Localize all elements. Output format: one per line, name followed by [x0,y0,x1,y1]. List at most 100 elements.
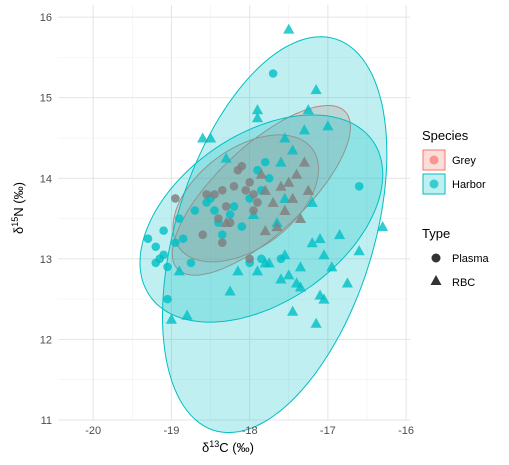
point-harbor-plasma [268,69,278,78]
point-harbor-rbc [263,257,275,268]
point-grey-rbc [271,221,283,232]
point-harbor-rbc [232,265,244,276]
point-grey-rbc [259,184,271,195]
point-harbor-rbc [275,273,287,284]
point-harbor-rbc [204,132,217,143]
point-harbor-rbc [279,132,291,143]
legend-label-plasma: Plasma [452,253,490,265]
plot-panel [58,5,410,420]
point-harbor-rbc [302,104,314,115]
point-harbor-rbc [275,156,287,167]
ellipse-harbor-3 [161,36,388,434]
point-harbor-rbc [318,249,330,260]
x-axis-title: δ13C (‰) [202,439,254,455]
legend-label-rbc: RBC [452,277,475,289]
point-grey-rbc [298,156,310,167]
y-tick-label: 12 [40,334,52,346]
legend-key-rbc-icon [430,275,442,285]
point-grey-plasma [214,214,223,223]
legend-type-title: Type [422,226,450,241]
point-grey-plasma [210,190,219,199]
point-harbor-plasma [159,250,168,260]
point-grey-rbc [290,168,303,179]
point-harbor-plasma [151,242,161,252]
point-harbor-rbc [279,249,291,260]
point-harbor-rbc [287,144,299,155]
point-grey-plasma [237,161,247,171]
point-harbor-rbc [197,132,209,143]
point-harbor-plasma [151,258,161,268]
point-harbor-plasma [178,234,188,243]
data-points [143,23,389,328]
point-harbor-rbc [306,196,318,207]
point-harbor-rbc [298,124,310,135]
point-grey-rbc [267,196,279,207]
point-harbor-rbc [283,269,295,280]
legend-key-harbor-dot [429,179,439,189]
point-harbor-rbc [251,265,264,276]
point-harbor-rbc [283,23,295,34]
point-grey-plasma [249,190,258,199]
point-harbor-plasma [354,182,364,191]
point-harbor-rbc [326,261,338,272]
point-harbor-rbc [294,261,307,272]
y-axis-title: δ15N (‰) [10,182,26,234]
point-grey-plasma [249,206,258,215]
point-harbor-plasma [171,238,180,248]
legend-type: Type Plasma RBC [422,226,490,289]
point-grey-plasma [217,238,227,248]
point-harbor-plasma [163,262,172,272]
point-harbor-plasma [174,214,184,223]
legend-key-plasma-icon [431,253,441,263]
x-tick-label: -20 [85,425,101,437]
point-grey-rbc [302,184,314,195]
point-harbor-rbc [306,237,318,248]
point-grey-rbc [287,192,299,203]
point-harbor-rbc [224,285,236,296]
point-harbor-plasma [163,294,172,304]
grid-lines [58,5,410,421]
legend-key-grey-dot [429,155,439,165]
point-grey-plasma [171,194,180,203]
legend-species: Species Grey Harbor [422,128,486,195]
point-grey-plasma [245,177,254,187]
point-harbor-plasma [143,234,153,243]
x-tick-label: -17 [320,425,336,437]
point-harbor-rbc [310,84,322,95]
point-harbor-plasma [210,206,219,215]
x-tick-label: -16 [398,425,414,437]
point-harbor-plasma [237,222,247,231]
point-grey-plasma [202,190,211,199]
point-grey-rbc [279,204,291,215]
point-harbor-rbc [314,233,326,244]
point-grey-plasma [253,198,262,207]
point-grey-rbc [220,216,232,228]
point-harbor-rbc [314,289,326,300]
tick-labels: -20 -19 -18 -17 -16 11 12 13 14 15 16 [40,12,414,437]
point-harbor-rbc [220,152,232,163]
y-tick-label: 14 [40,173,52,185]
point-harbor-plasma [264,173,274,183]
point-grey-plasma [241,186,251,195]
ellipse-harbor-2 [139,114,384,323]
point-harbor-plasma [190,206,200,215]
point-harbor-rbc [377,221,389,232]
point-harbor-plasma [229,202,239,211]
point-harbor-rbc [173,265,185,276]
point-harbor-rbc [251,104,264,115]
x-tick-label: -18 [242,425,258,437]
point-harbor-plasma [159,226,168,235]
point-harbor-rbc [341,277,354,288]
point-grey-rbc [259,225,271,236]
point-grey-plasma [221,202,231,211]
legend-label-grey: Grey [452,155,476,167]
point-grey-plasma [229,182,239,191]
y-tick-label: 11 [41,415,52,427]
point-harbor-rbc [334,229,346,240]
x-tick-label: -19 [163,425,179,437]
point-harbor-plasma [186,258,196,268]
point-grey-plasma [245,254,254,264]
point-grey-plasma [198,230,208,239]
point-harbor-rbc [279,192,291,203]
